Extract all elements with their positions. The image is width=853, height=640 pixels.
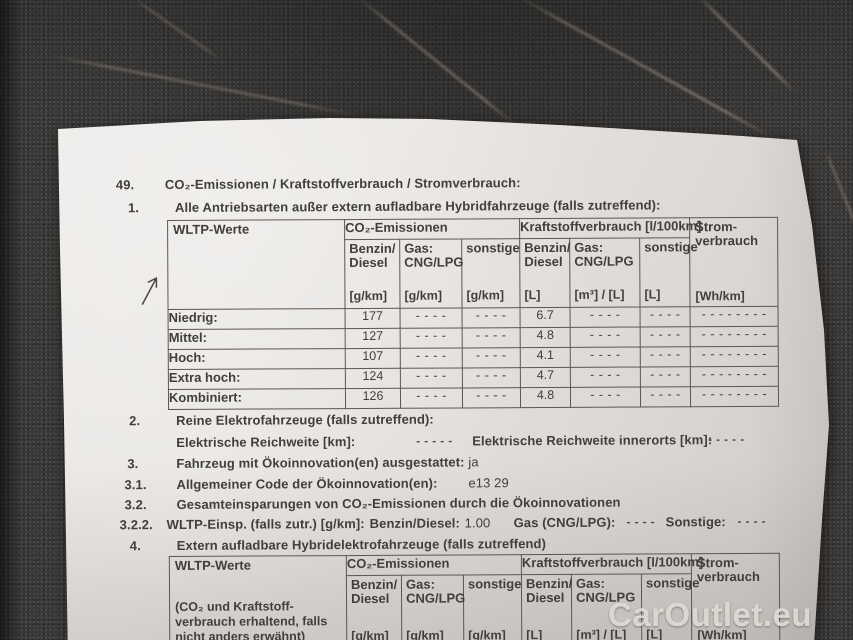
co2-emissions-header: CO₂-Emissionen: [344, 218, 520, 240]
section-4-title: Extern aufladbare Hybridelektrofahrzeuge…: [176, 536, 547, 553]
subcol-label: sonstige: [466, 239, 520, 256]
subcol-unit: [m³] / [L]: [574, 287, 625, 302]
section-49-number: 49.: [115, 177, 135, 193]
subcol-label: Benzin/ Diesel: [524, 239, 571, 270]
fuel-consumption-header: Kraftstoffverbrauch [l/100km]: [519, 217, 701, 239]
power-consumption-header: Strom- verbrauch: [695, 219, 759, 249]
section-1-title: Alle Antriebsarten außer extern aufladba…: [174, 197, 661, 215]
section-1-number: 1.: [127, 200, 140, 216]
sonstige-label: Sonstige:: [665, 514, 726, 530]
subcol-unit: [L]: [526, 627, 543, 640]
electric-range-city-label: Elektrische Reichweite innerorts [km]:: [472, 432, 713, 449]
section-3-1-title: Allgemeiner Code der Ökoinnovation(en):: [176, 475, 438, 492]
handwritten-arrow-mark: [141, 277, 158, 305]
sonstige-value: - - - -: [737, 515, 767, 529]
subcol-label: Gas: CNG/LPG: [574, 239, 634, 269]
section-4-number: 4.: [129, 538, 141, 554]
section-3-2-2-number: 3.2.2.: [119, 517, 153, 533]
subcol-unit: [g/km]: [406, 628, 444, 640]
subcol-unit: [g/km]: [351, 628, 389, 640]
wltp-werte-header: WLTP-Werte: [174, 557, 251, 573]
section-3-number: 3.: [127, 456, 139, 472]
subcol-label: Benzin/ Diesel: [350, 576, 398, 606]
section-49-title: CO₂-Emissionen / Kraftstoffverbrauch / S…: [164, 175, 521, 193]
subcol-unit: [L]: [524, 287, 541, 302]
fuel-consumption-header: Kraftstoffverbrauch [l/100km]: [521, 553, 703, 575]
subcol-label: sonstige: [467, 575, 522, 592]
subcol-label: sonstige: [645, 574, 700, 591]
benzin-diesel-value: 1.00: [464, 515, 491, 531]
gas-cng-lpg-value: - - - -: [626, 516, 656, 529]
section-3-1-number: 3.1.: [124, 477, 147, 493]
wltp-savings-label: WLTP-Einsp. (falls zutr.) [g/km]:: [166, 515, 365, 533]
wltp-werte-header: WLTP-Werte: [173, 221, 250, 237]
electric-range-label: Elektrische Reichweite [km]:: [176, 434, 356, 450]
electric-range-value: - - - - -: [416, 435, 453, 448]
subcol-unit: [g/km]: [466, 287, 504, 303]
eco-innovation-equipped-value: ja: [468, 454, 479, 470]
section-3-title: Fahrzeug mit Ökoinnovation(en) ausgestat…: [176, 454, 465, 471]
gas-cng-lpg-label: Gas (CNG/LPG):: [513, 514, 616, 531]
power-consumption-header: Strom- verbrauch: [696, 555, 760, 585]
table-row-kombiniert: Kombiniert: 126 - - - - - - - - 4.8 - - …: [168, 386, 779, 410]
section-3-2-title: Gesamteinsparungen von CO₂-Emissionen du…: [176, 494, 621, 512]
section-3-2-number: 3.2.: [124, 497, 147, 513]
section-2-title: Reine Elektrofahrzeuge (falls zutreffend…: [176, 411, 434, 428]
subcol-label: Benzin/ Diesel: [525, 575, 573, 606]
subcol-label: Gas: CNG/LPG: [405, 576, 466, 606]
subcol-unit: [g/km]: [468, 627, 506, 640]
wltp-werte-note: (CO₂ und Kraftstoff- verbrauch erhaltend…: [175, 599, 328, 640]
electric-range-city-value: - - - - -: [708, 433, 745, 447]
subcol-label: sonstige: [644, 238, 698, 255]
co2-emissions-header: CO₂-Emissionen: [346, 554, 522, 576]
subcol-label: Gas: CNG/LPG: [404, 240, 464, 270]
caroutlet-watermark: CarOutlet.eu: [608, 596, 813, 633]
power-consumption-unit: [Wh/km]: [695, 288, 745, 304]
subcol-unit: [g/km]: [349, 288, 387, 303]
wltp-values-table-1: WLTP-Werte CO₂-Emissionen Kraftstoffverb…: [167, 217, 779, 410]
eco-innovation-code-value: e13 29: [468, 475, 509, 491]
section-2-number: 2.: [129, 413, 141, 429]
subcol-unit: [g/km]: [404, 288, 442, 303]
subcol-label: Benzin/ Diesel: [349, 240, 396, 271]
benzin-diesel-label: Benzin/Diesel:: [369, 515, 460, 531]
subcol-unit: [L]: [644, 287, 661, 302]
